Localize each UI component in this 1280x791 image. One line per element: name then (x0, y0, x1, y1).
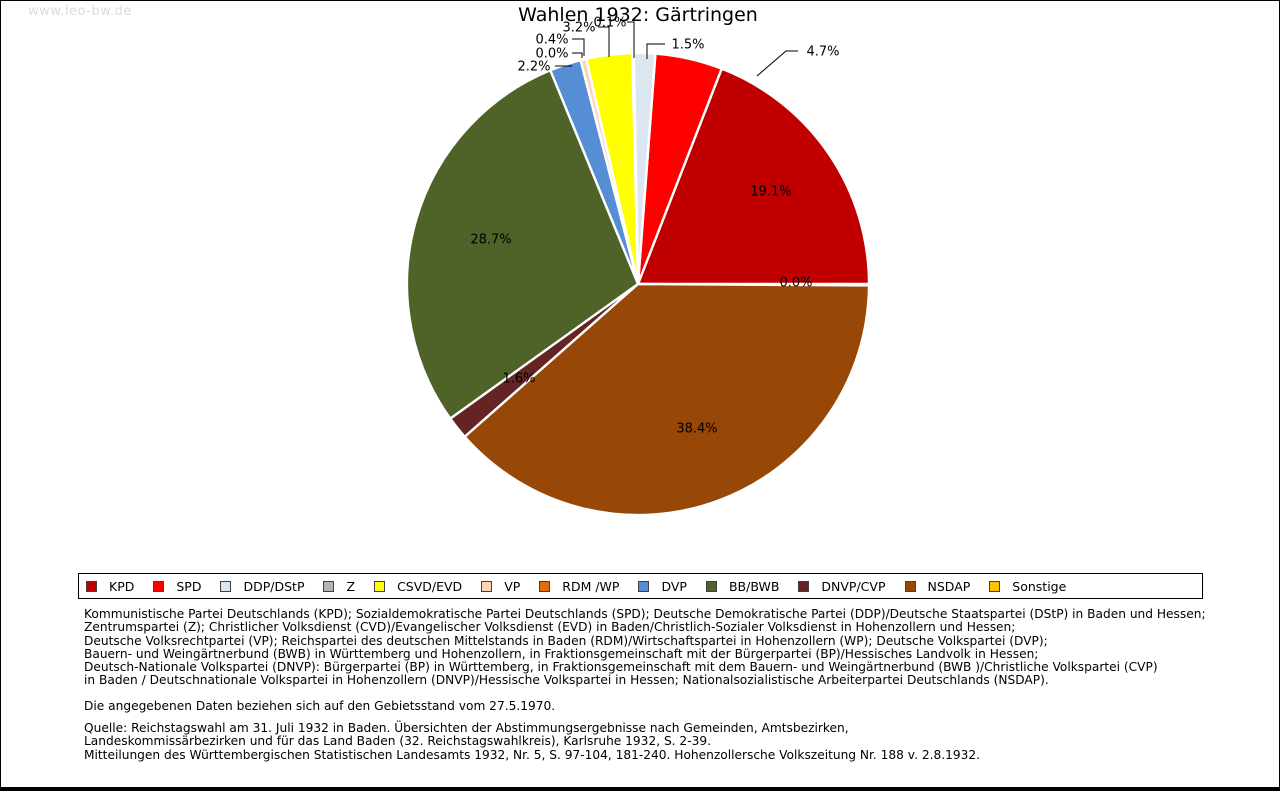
legend-swatch-vp (481, 580, 493, 592)
legend-swatch-kpd (86, 580, 97, 592)
legend-label: RDM /WP (562, 578, 620, 594)
slice-label-ddp-dstp: 1.5% (671, 38, 704, 53)
footnote-line: Deutsche Volksrechtpartei (VP); Reichspa… (84, 633, 1048, 648)
legend-item-csvd-evd: CSVD/EVD (374, 579, 462, 594)
footnote-line: Mitteilungen des Württembergischen Stati… (84, 747, 980, 762)
legend-swatch-spd (153, 580, 165, 592)
legend-label: KPD (109, 578, 135, 594)
legend: KPD SPD DDP/DStP Z CSVD/EVD VP RDM /WP DVP BB/BW… (78, 573, 1203, 599)
legend-item-vp: VP (481, 579, 520, 594)
legend-swatch-dnvp-cvp (798, 580, 810, 592)
footnote-line: in Baden / Deutschnationale Volkspartei … (84, 673, 1049, 688)
legend-label: Z (346, 578, 356, 594)
slice-label-spd: 4.7% (806, 45, 839, 60)
footnote-line: Bauern- und Weingärtnerbund (BWB) in Wür… (84, 646, 1039, 661)
legend-swatch-dvp (638, 580, 650, 592)
legend-item-dvp: DVP (638, 579, 687, 594)
legend-item-bb-bwb: BB/BWB (705, 578, 780, 594)
legend-swatch-ddp-dstp (220, 580, 232, 592)
legend-label: DNVP/CVP (821, 578, 886, 594)
slice-label-rdm-wp: 0.0% (535, 47, 568, 62)
legend-swatch-nsdap (904, 580, 916, 592)
footnote-line: Kommunistische Partei Deutschlands (KPD)… (84, 607, 1206, 621)
legend-label: NSDAP (927, 578, 971, 594)
pie-slice-nsdap (463, 282, 871, 517)
footnote-line: Zentrumspartei (Z); Christlicher Volksdi… (84, 620, 1016, 635)
legend-label: Sonstige (1012, 578, 1067, 594)
legend-swatch-rdm-wp (539, 580, 551, 592)
legend-label: BB/BWB (728, 578, 780, 594)
legend-label: DDP/DStP (243, 578, 305, 594)
page-title: Wahlen 1932: Gärtringen (518, 4, 758, 26)
footnote-parties: Kommunistische Partei Deutschlands (KPD)… (84, 607, 1206, 688)
legend-swatch-z (323, 580, 335, 592)
slice-label-z: 0.1% (593, 16, 626, 31)
legend-item-spd: SPD (153, 579, 201, 594)
pie-slice-bb-bwb (405, 69, 640, 420)
leader-line-csvd-evd (598, 26, 610, 57)
slice-label-dvp: 2.2% (517, 60, 550, 75)
legend-item-sonstige: Sonstige (989, 579, 1066, 594)
legend-label: VP (504, 578, 521, 594)
slice-label-bb-bwb: 28.7% (470, 233, 511, 248)
footnote-line: Quelle: Reichstagswahl am 31. Juli 1932 … (84, 721, 849, 735)
legend-item-z: Z (323, 579, 355, 594)
legend-item-kpd: KPD (86, 579, 134, 594)
legend-swatch-bb-bwb (705, 580, 717, 592)
pie-slice-kpd (636, 67, 871, 286)
leader-line-vp (572, 38, 585, 56)
slice-label-sonstige: 0.0% (779, 276, 812, 291)
legend-swatch-csvd-evd (374, 580, 386, 592)
watermark: www.leo-bw.de (28, 4, 132, 19)
footnote-gebietsstand: Die angegebenen Daten beziehen sich auf … (84, 699, 556, 713)
legend-item-nsdap: NSDAP (904, 578, 971, 594)
legend-swatch-sonstige (989, 580, 1001, 592)
slice-label-dnvp-cvp: 1.6% (502, 372, 535, 387)
legend-label: CSVD/EVD (397, 578, 463, 594)
slice-label-vp: 0.4% (535, 33, 568, 48)
footnote-line: Deutsch-Nationale Volkspartei (DNVP): Bü… (84, 660, 1158, 675)
footnote-line: Landeskommissärbezirken und für das Land… (84, 734, 711, 749)
legend-label: SPD (176, 578, 202, 594)
leader-line-spd (756, 50, 798, 77)
leader-line-rdm-wp (572, 52, 583, 58)
legend-label: DVP (661, 578, 687, 594)
legend-item-rdm-wp: RDM /WP (539, 579, 619, 594)
leader-line-z (627, 21, 635, 58)
legend-item-dnvp-cvp: DNVP/CVP (798, 578, 886, 594)
slice-label-csvd-evd: 3.2% (562, 21, 595, 36)
slice-label-kpd: 19.1% (750, 185, 791, 200)
legend-item-ddp-dstp: DDP/DStP (220, 579, 304, 594)
pie-chart: 19.1%4.7%1.5%0.1%3.2%0.4%0.0%2.2%28.7%1.… (405, 16, 871, 517)
slice-label-nsdap: 38.4% (676, 422, 717, 437)
footnote-quelle: Quelle: Reichstagswahl am 31. Juli 1932 … (84, 721, 980, 762)
leader-line-ddp-dstp (646, 43, 665, 59)
